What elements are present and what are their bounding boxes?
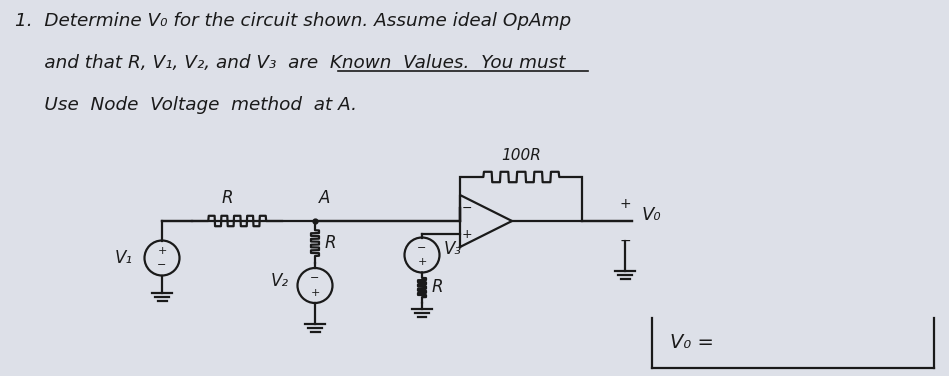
Text: R: R [221,189,233,207]
Text: +: + [461,227,473,241]
Text: −: − [418,243,427,253]
Text: +: + [619,197,631,211]
Text: V₀: V₀ [642,206,661,224]
Text: +: + [158,246,167,256]
Text: and that R, V₁, V₂, and V₃  are  Known  Values.  You must: and that R, V₁, V₂, and V₃ are Known Val… [15,54,566,72]
Text: +: + [310,288,320,298]
Text: −: − [462,202,473,214]
Text: Use  Node  Voltage  method  at A.: Use Node Voltage method at A. [15,96,357,114]
Text: R: R [432,279,443,297]
Text: V₃: V₃ [444,240,462,258]
Text: V₂: V₂ [271,271,289,290]
Text: A: A [319,189,330,207]
Text: V₁: V₁ [115,249,133,267]
Text: −: − [310,273,320,283]
Text: −: − [158,260,167,270]
Text: R: R [325,234,337,252]
Text: −: − [619,234,631,248]
Text: V₀ =: V₀ = [670,332,714,352]
Text: 1.  Determine V₀ for the circuit shown. Assume ideal OpAmp: 1. Determine V₀ for the circuit shown. A… [15,12,571,30]
Text: 100R: 100R [501,148,541,163]
Text: +: + [418,257,427,267]
